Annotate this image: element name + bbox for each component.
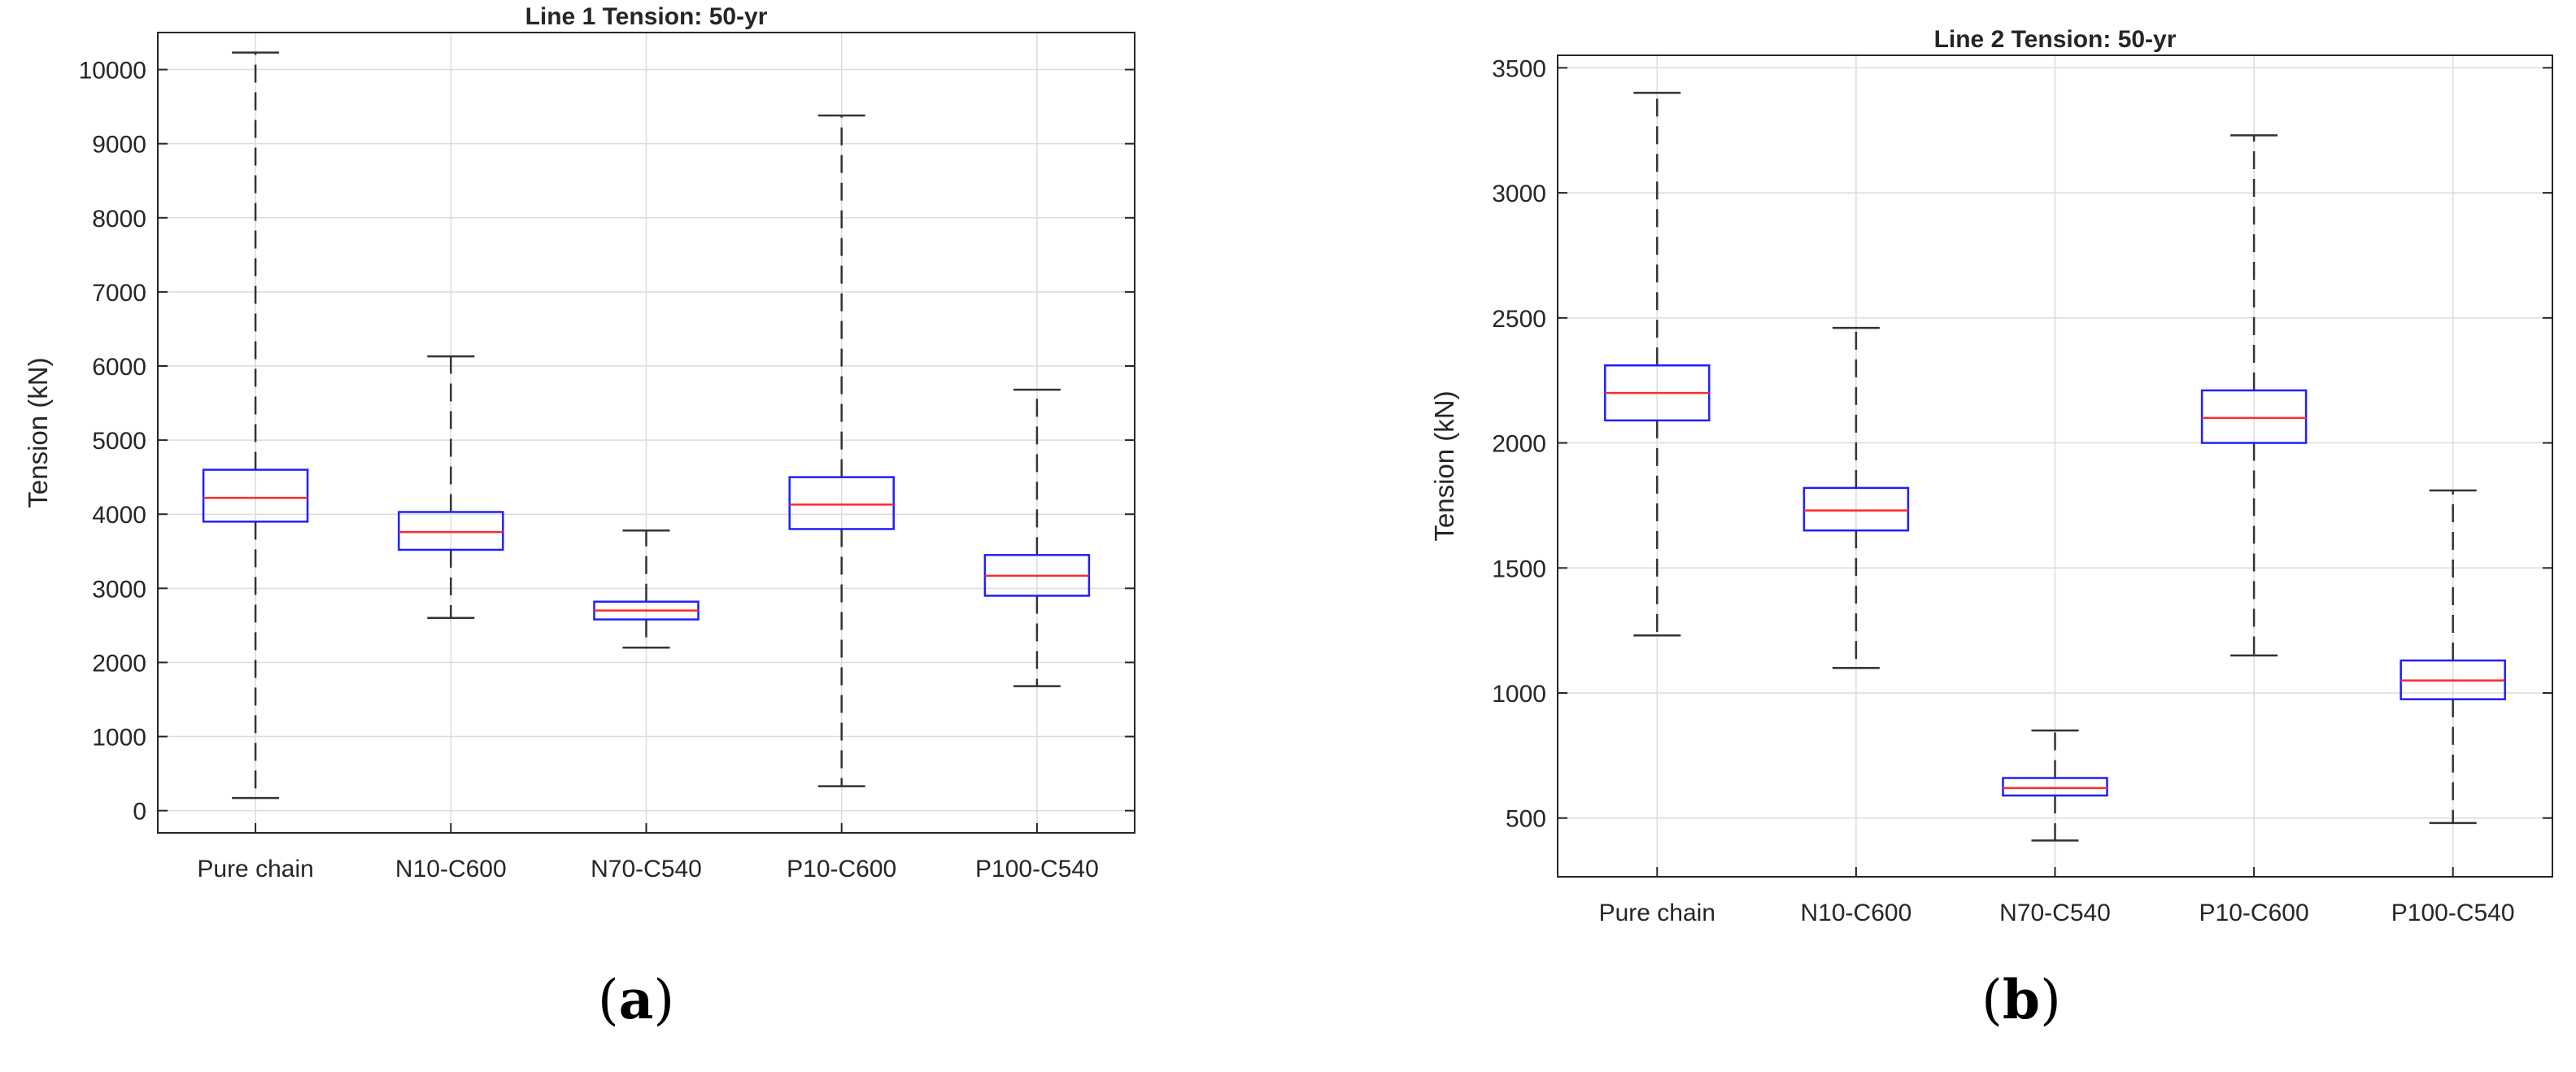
y-tick-label: 1500 (1492, 556, 1546, 582)
y-tick-label: 10000 (79, 58, 146, 85)
box-p10-c600 (2200, 134, 2308, 657)
panel-label-b: (b) (1981, 968, 2061, 1031)
box-pure-chain (1604, 91, 1711, 637)
x-tick-label: P100-C540 (2391, 900, 2515, 926)
y-tick-label: 1000 (1492, 681, 1546, 708)
box-n10-c600 (398, 355, 504, 620)
box-n70-c540 (2002, 729, 2108, 842)
y-tick-label: 2500 (1492, 306, 1546, 333)
x-tick-label: N10-C600 (1801, 900, 1912, 926)
y-tick-label: 1000 (92, 725, 146, 752)
y-tick-label: 7000 (92, 280, 146, 307)
y-tick-label: 6000 (92, 354, 146, 381)
iqr-box (2200, 389, 2308, 444)
box-p10-c600 (788, 114, 895, 787)
iqr-box (202, 468, 309, 523)
box-n70-c540 (593, 529, 700, 649)
chart-line-1-tension: 0 1000 2000 3000 4000 5000 6000 7000 8000 9000 100… (23, 3, 1135, 882)
y-tick-label: 5000 (92, 428, 146, 455)
y-tick-label: 500 (1506, 806, 1546, 833)
iqr-box (398, 511, 504, 551)
y-axis-label: Tension (kN) (1429, 390, 1459, 541)
x-tick-label: Pure chain (197, 856, 313, 882)
panel-label-a: (a) (598, 968, 674, 1031)
y-tick-label: 2000 (1492, 431, 1546, 458)
x-tick-label: N70-C540 (591, 856, 702, 882)
y-tick-label: 4000 (92, 502, 146, 529)
chart-line-2-tension: 500 1000 1500 2000 2500 3000 3500 Pure chain N10… (1429, 26, 2553, 926)
box-p100-c540 (2399, 489, 2506, 825)
chart-title: Line 1 Tension: 50-yr (525, 3, 768, 30)
x-tick-label: P10-C600 (2199, 900, 2309, 926)
iqr-box (1802, 486, 1910, 532)
x-tick-label: Pure chain (1599, 900, 1715, 926)
y-axis-label: Tension (kN) (23, 357, 53, 508)
iqr-box (2002, 777, 2108, 797)
x-tick-label: P10-C600 (787, 856, 896, 882)
x-tick-label: N70-C540 (1999, 900, 2111, 926)
y-tick-label: 0 (133, 799, 146, 826)
box-pure-chain (202, 51, 309, 800)
y-tick-label: 3500 (1492, 55, 1546, 82)
y-tick-label: 8000 (92, 206, 146, 233)
chart-title: Line 2 Tension: 50-yr (1934, 26, 2177, 53)
x-tick-label: P100-C540 (975, 856, 1099, 882)
y-tick-label: 2000 (92, 650, 146, 677)
iqr-box (788, 476, 895, 530)
y-tick-label: 3000 (1492, 181, 1546, 207)
y-tick-label: 3000 (92, 576, 146, 603)
box-n10-c600 (1802, 326, 1910, 669)
x-tick-label: N10-C600 (395, 856, 507, 882)
box-p100-c540 (983, 388, 1091, 687)
y-tick-label: 9000 (92, 132, 146, 159)
